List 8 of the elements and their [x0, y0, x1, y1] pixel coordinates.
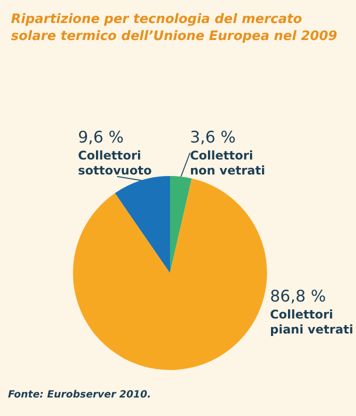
source-note: Fonte: Eurobserver 2010.: [8, 390, 152, 400]
slice-label: Collettori sottovuoto: [78, 148, 152, 178]
data-label: 3,6 %: [190, 128, 236, 146]
chart-title: Ripartizione per tecnologia del mercato solare termico dell’Unione Europea nel 2009: [11, 12, 338, 44]
slice-label: Collettori non vetrati: [190, 148, 266, 178]
slice-label: Collettori piani vetrati: [270, 308, 354, 336]
data-label: 9,6 %: [78, 128, 124, 146]
data-label: 86,8 %: [270, 286, 326, 306]
